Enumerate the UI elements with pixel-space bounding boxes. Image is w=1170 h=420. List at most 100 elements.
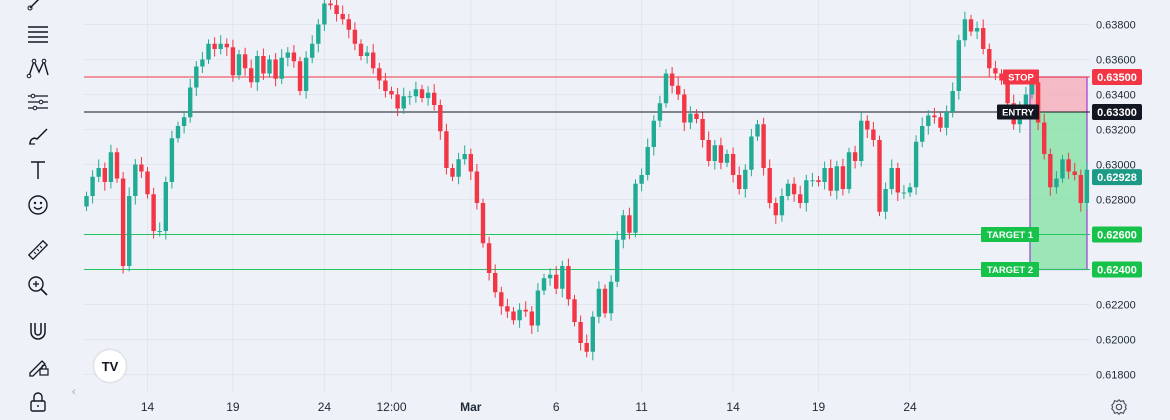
candle-body (480, 203, 486, 244)
candle-body (200, 59, 205, 67)
candle-body (157, 231, 162, 232)
lock-drawing-icon[interactable] (24, 352, 52, 380)
fib-retracement-icon[interactable] (24, 20, 52, 48)
tradingview-logo[interactable]: TV (94, 350, 126, 382)
candle-body (419, 89, 425, 98)
level-tag-label: ENTRY (1002, 108, 1035, 119)
magnet-icon[interactable] (24, 317, 52, 345)
brush-icon[interactable] (24, 122, 52, 150)
candle-body (1060, 159, 1065, 179)
prediction-icon[interactable] (24, 88, 52, 116)
candle-body (334, 5, 339, 14)
candle-body (846, 152, 852, 189)
candle-body (608, 281, 614, 314)
profit-target-zone[interactable] (1030, 112, 1087, 270)
gear-icon[interactable] (1110, 398, 1128, 416)
candle-body (194, 66, 199, 88)
candle-body (486, 243, 492, 273)
candle-body (1078, 175, 1083, 203)
candle-body (767, 168, 772, 203)
candle-body (852, 152, 858, 161)
drawing-toolbar (0, 0, 76, 420)
ruler-icon[interactable] (24, 236, 52, 264)
candle-body (120, 178, 126, 266)
candle-body (645, 147, 650, 175)
candle-body (840, 166, 846, 189)
candle-body (175, 126, 181, 139)
candle-body (572, 299, 577, 322)
x-axis-tick-label: 24 (903, 400, 917, 414)
axis-price-entry (1092, 104, 1142, 120)
candle-body (938, 117, 943, 128)
axis-price-target-2 (1092, 261, 1142, 278)
candle-body (297, 61, 303, 91)
level-tag-label: TARGET 2 (987, 265, 1033, 276)
candle-body (340, 14, 345, 20)
candle-body (615, 239, 620, 282)
candle-body (285, 52, 290, 58)
level-tag-stop[interactable] (1003, 69, 1039, 85)
level-tag-entry[interactable] (997, 104, 1039, 120)
x-axis-tick-label: 14 (141, 400, 155, 414)
candle-body (383, 80, 388, 91)
candle-body (883, 189, 888, 212)
candle-body (828, 168, 833, 191)
candle-body (962, 19, 968, 41)
pattern-icon[interactable] (24, 54, 52, 82)
candle-body (499, 292, 504, 307)
level-tag-target-1[interactable] (981, 227, 1039, 242)
candle-body (779, 196, 785, 216)
candle-body (346, 19, 351, 30)
candle-body (1029, 82, 1035, 95)
axis-price-stop (1092, 69, 1142, 85)
y-axis-tick-label: 0.62200 (1096, 300, 1136, 312)
candle-body (865, 120, 870, 130)
y-axis-tick-label: 0.63600 (1096, 55, 1136, 67)
axis-price-target-1-text: 0.62600 (1097, 230, 1137, 242)
candle-body (712, 145, 717, 161)
candle-body (450, 168, 455, 177)
candle-body (602, 288, 608, 314)
candle-body (791, 183, 797, 195)
candle-body (718, 145, 724, 163)
emoji-icon[interactable] (24, 191, 52, 219)
collapse-toolbar-chevron-icon[interactable]: ‹ (72, 386, 76, 398)
candle-body (1023, 94, 1029, 107)
candle-body (590, 316, 595, 352)
candle-body (462, 154, 467, 160)
candle-body (700, 119, 705, 140)
lock-icon[interactable] (24, 388, 52, 416)
candle-body (1072, 171, 1077, 175)
candle-body (505, 306, 510, 312)
level-tag-target-2[interactable] (981, 262, 1039, 277)
axis-price-entry-text: 0.63300 (1097, 107, 1137, 119)
axis-price-target-1 (1092, 226, 1142, 243)
candle-body (1005, 80, 1010, 104)
y-axis-tick-label: 0.63200 (1096, 125, 1136, 137)
candle-body (133, 164, 138, 196)
candle-body (669, 73, 675, 86)
candle-body (816, 180, 821, 182)
candle-body (395, 94, 400, 109)
candle-body (1084, 169, 1090, 203)
candle-body (523, 309, 528, 312)
candle-body (310, 43, 315, 58)
candle-body (407, 96, 412, 98)
zoom-in-icon[interactable] (24, 272, 52, 300)
candle-body (511, 311, 516, 321)
text-icon[interactable] (24, 156, 52, 184)
level-tag-label: TARGET 1 (987, 230, 1034, 241)
trend-line-icon[interactable] (24, 0, 52, 14)
y-axis-tick-label: 0.62800 (1096, 195, 1136, 207)
candle-body (493, 273, 498, 293)
candle-body (236, 54, 242, 76)
candle-body (145, 171, 150, 195)
candle-body (242, 54, 248, 69)
y-axis-tick-label: 0.61800 (1096, 370, 1136, 382)
candle-body (907, 187, 913, 193)
candle-body (657, 103, 663, 121)
candle-body (456, 159, 461, 177)
candle-body (804, 180, 809, 203)
candle-body (913, 141, 919, 188)
